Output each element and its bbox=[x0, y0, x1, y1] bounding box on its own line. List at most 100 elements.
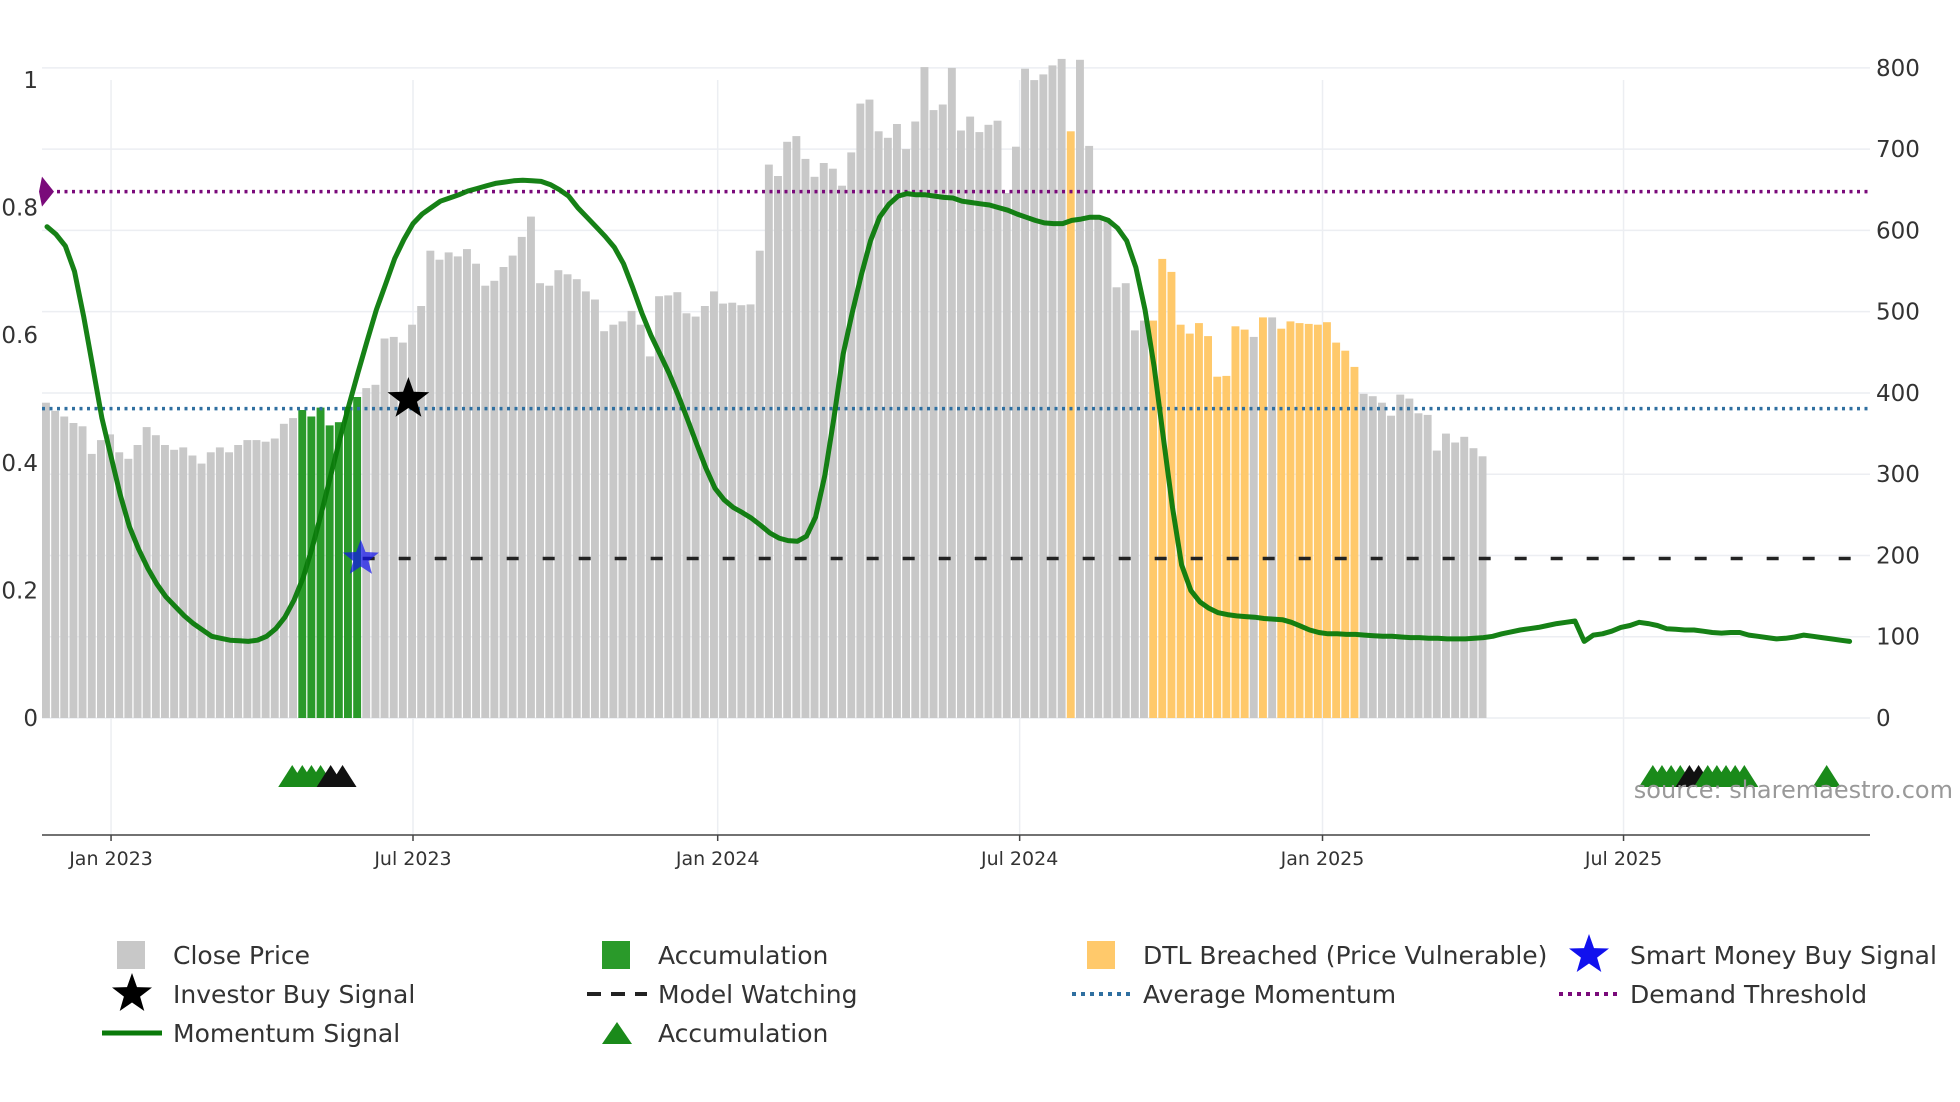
price-bar bbox=[1030, 80, 1039, 719]
price-bar bbox=[334, 422, 343, 718]
price-bar bbox=[197, 463, 206, 718]
y-left-tick-label: 0.6 bbox=[1, 323, 38, 349]
y-right-tick-label: 400 bbox=[1876, 381, 1920, 407]
price-bar bbox=[371, 384, 380, 718]
price-bar bbox=[975, 132, 984, 719]
y-left-tick-label: 0.2 bbox=[1, 578, 38, 604]
price-bar bbox=[417, 306, 426, 718]
price-bar bbox=[1259, 317, 1267, 718]
price-bar bbox=[51, 410, 60, 718]
legend-item-demand-threshold: Demand Threshold bbox=[1559, 980, 1867, 1009]
price-bar bbox=[179, 447, 188, 718]
gridlines bbox=[42, 67, 1870, 835]
x-tick-label: Jan 2024 bbox=[675, 848, 760, 870]
price-bar bbox=[481, 285, 490, 718]
legend-star-icon bbox=[1569, 934, 1609, 972]
price-bar bbox=[1286, 321, 1295, 718]
legend-label: Momentum Signal bbox=[173, 1019, 400, 1048]
axes: 0 0.2 0.4 0.6 0.8 1 0 100 200 300 400 500 600 700 800 J… bbox=[1, 56, 1919, 870]
price-bar bbox=[106, 434, 114, 718]
price-bar bbox=[691, 316, 700, 718]
price-bar bbox=[1313, 324, 1322, 718]
price-bar bbox=[1021, 68, 1029, 718]
price-bar bbox=[97, 440, 105, 718]
price-bar bbox=[1094, 219, 1103, 718]
price-bar bbox=[755, 250, 764, 718]
price-bar bbox=[682, 313, 691, 718]
price-bar bbox=[1295, 323, 1304, 718]
price-bar bbox=[188, 455, 197, 718]
price-bar bbox=[398, 342, 407, 718]
price-bar bbox=[243, 440, 252, 718]
price-bar bbox=[966, 116, 975, 719]
price-bar bbox=[1039, 74, 1048, 718]
price-bar bbox=[581, 291, 590, 718]
legend-item-momentum: Momentum Signal bbox=[102, 1019, 400, 1048]
x-tick-label: Jul 2025 bbox=[1584, 848, 1662, 870]
price-bar bbox=[1002, 193, 1011, 718]
legend-item-close-price: Close Price bbox=[117, 941, 310, 970]
y-right-tick-label: 800 bbox=[1876, 56, 1920, 82]
price-bar bbox=[828, 168, 837, 718]
price-bar bbox=[957, 130, 965, 718]
price-bar bbox=[710, 291, 718, 718]
price-bar bbox=[1350, 366, 1359, 718]
legend-item-accumulation-marker: Accumulation bbox=[602, 1019, 828, 1048]
price-bar bbox=[490, 280, 499, 718]
price-bar bbox=[874, 131, 883, 719]
price-bar bbox=[517, 236, 526, 718]
price-bar bbox=[1176, 324, 1185, 718]
price-bar bbox=[847, 152, 856, 718]
price-bar bbox=[902, 149, 910, 719]
price-bar bbox=[344, 406, 352, 718]
price-bar bbox=[1149, 320, 1158, 718]
legend-item-model-watching: Model Watching bbox=[587, 980, 858, 1009]
price-bar bbox=[801, 158, 810, 718]
price-bar bbox=[1323, 322, 1331, 718]
price-bar bbox=[499, 267, 508, 718]
price-bar bbox=[1442, 433, 1450, 718]
price-bar bbox=[655, 296, 663, 718]
price-bar bbox=[636, 324, 645, 718]
price-bar bbox=[1213, 376, 1222, 718]
price-bar bbox=[746, 304, 755, 718]
price-bar bbox=[856, 103, 865, 719]
price-bar bbox=[938, 104, 947, 718]
price-bar bbox=[1240, 329, 1249, 718]
price-bar bbox=[618, 321, 627, 718]
source-watermark: source: sharemaestro.com bbox=[1634, 776, 1953, 804]
price-bar bbox=[472, 263, 480, 718]
price-bar bbox=[728, 302, 737, 718]
indicator-lines bbox=[39, 176, 1870, 644]
smart-money-buy-star bbox=[342, 539, 379, 574]
y-right-tick-label: 700 bbox=[1876, 137, 1920, 163]
price-bar bbox=[87, 453, 96, 718]
y-left-tick-label: 1 bbox=[23, 68, 38, 94]
price-bar bbox=[1387, 415, 1395, 718]
price-bar bbox=[838, 185, 846, 718]
price-bar bbox=[215, 447, 224, 718]
price-bar bbox=[1048, 65, 1057, 718]
price-bar bbox=[1460, 436, 1469, 718]
price-bar bbox=[993, 120, 1002, 718]
price-bar bbox=[289, 418, 297, 718]
price-bar bbox=[444, 252, 453, 718]
price-bar bbox=[1414, 413, 1423, 718]
legend-swatch bbox=[1087, 941, 1115, 969]
investor-buy-star bbox=[387, 377, 430, 417]
price-bar bbox=[883, 137, 892, 719]
price-bar bbox=[380, 338, 389, 718]
price-bar bbox=[206, 452, 215, 718]
price-bar bbox=[298, 410, 307, 718]
price-bar bbox=[947, 67, 956, 718]
price-bar bbox=[508, 255, 517, 718]
legend-label: Smart Money Buy Signal bbox=[1630, 941, 1937, 970]
price-bar bbox=[1103, 221, 1112, 718]
price-bar bbox=[1304, 323, 1313, 718]
price-bar bbox=[527, 216, 535, 718]
price-bar bbox=[1359, 393, 1368, 718]
price-bar bbox=[810, 176, 819, 719]
price-bar bbox=[325, 425, 334, 718]
legend-label: DTL Breached (Price Vulnerable) bbox=[1143, 941, 1547, 970]
